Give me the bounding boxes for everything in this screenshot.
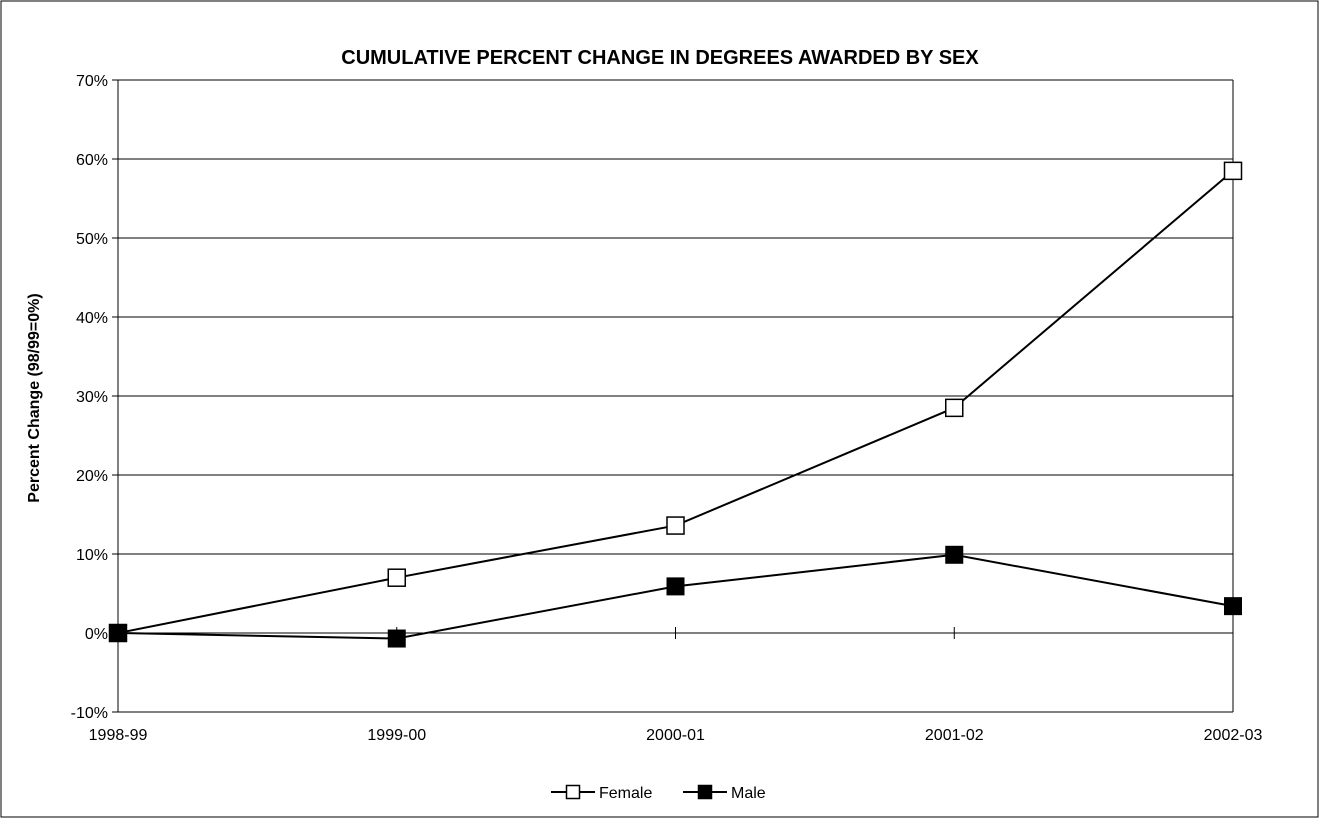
chart-title: CUMULATIVE PERCENT CHANGE IN DEGREES AWA…: [341, 47, 979, 69]
y-tick-labels: -10% 0% 10% 20% 30% 40% 50% 60% 70%: [71, 73, 108, 722]
data-point: [945, 545, 964, 564]
legend-item-male: Male: [683, 784, 766, 802]
series: [108, 161, 1243, 648]
y-tick-label: -10%: [71, 705, 108, 722]
x-tick-label: 2002-03: [1204, 727, 1263, 744]
legend-label: Female: [599, 785, 652, 802]
data-point: [109, 624, 127, 642]
y-tick-label: 60%: [76, 152, 108, 169]
y-tick-label: 10%: [76, 547, 108, 564]
data-point: [1223, 161, 1243, 181]
x-tick-label: 1998-99: [89, 727, 148, 744]
y-tick-label: 50%: [76, 231, 108, 248]
x-tick-label: 2000-01: [646, 727, 705, 744]
legend-label: Male: [731, 785, 766, 802]
gridlines: [118, 79, 1233, 713]
data-point: [666, 516, 685, 535]
data-point: [666, 577, 685, 596]
y-tick-label: 70%: [76, 73, 108, 90]
data-point: [387, 629, 406, 648]
legend-marker: [565, 784, 581, 800]
y-axis-label: Percent Change (98/99=0%): [26, 293, 43, 502]
y-tick-label: 20%: [76, 468, 108, 485]
legend-marker: [697, 784, 713, 800]
y-tick-label: 0%: [85, 626, 108, 643]
legend: Female Male: [551, 784, 766, 802]
legend-item-female: Female: [551, 784, 652, 802]
x-tick-labels: 1998-99 1999-00 2000-01 2001-02 2002-03: [89, 727, 1263, 744]
y-tick-label: 30%: [76, 389, 108, 406]
x-tick-label: 1999-00: [367, 727, 426, 744]
data-point: [387, 568, 406, 587]
x-tick-label: 2001-02: [925, 727, 984, 744]
y-tick-label: 40%: [76, 310, 108, 327]
data-point: [1224, 597, 1242, 616]
series-male: [109, 545, 1242, 648]
data-point: [945, 398, 964, 418]
